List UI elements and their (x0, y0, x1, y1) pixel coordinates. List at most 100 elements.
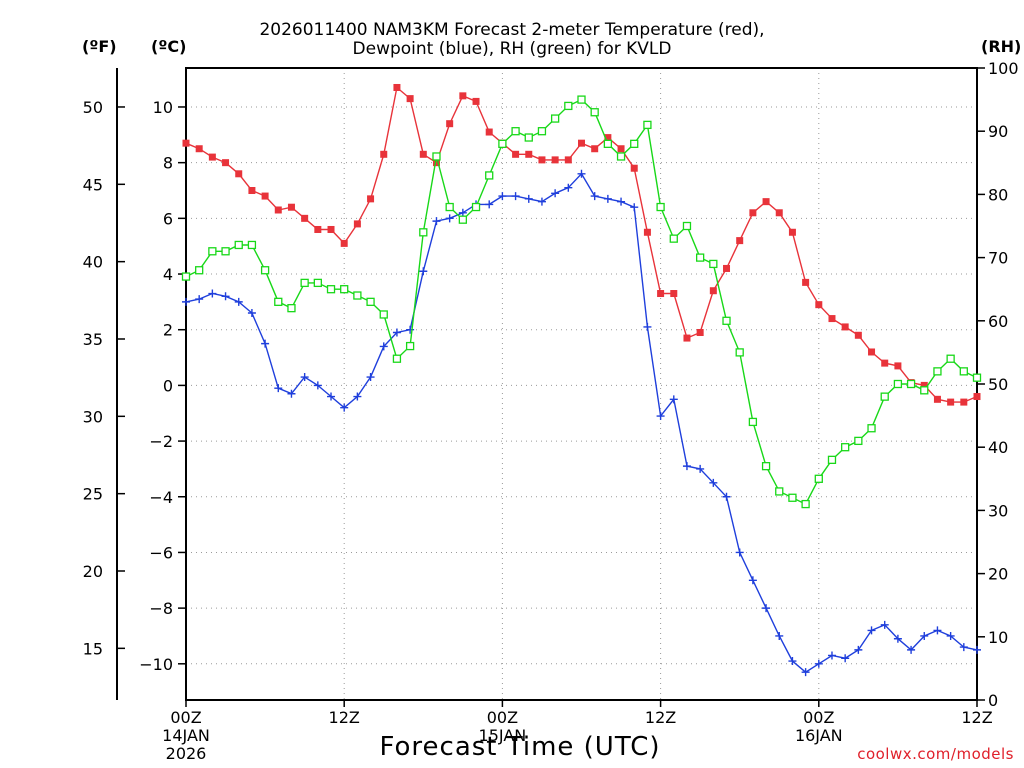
rh-tick-label: 50 (988, 375, 1008, 394)
relative-humidity-point (603, 139, 613, 148)
temperature-point (419, 150, 427, 158)
dewpoint-point (933, 626, 942, 635)
relative-humidity-point (656, 202, 665, 212)
fahrenheit-tick-label: 25 (83, 485, 103, 504)
dewpoint-point (458, 208, 467, 217)
relative-humidity-point (313, 278, 322, 288)
relative-humidity-point (748, 417, 758, 427)
relative-humidity-point (867, 424, 876, 433)
relative-humidity-point (735, 348, 744, 357)
temperature-point (248, 187, 256, 195)
fahrenheit-tick-label: 30 (83, 407, 103, 426)
relative-humidity-point (972, 373, 982, 382)
credit-link[interactable]: coolwx.com/models (857, 745, 1014, 763)
relative-humidity-point (353, 291, 362, 300)
dewpoint-point (590, 192, 599, 201)
dewpoint-point (182, 297, 190, 306)
dewpoint-point (432, 217, 441, 226)
time-tick-label: 00Z (487, 708, 518, 727)
relative-humidity-point (181, 272, 191, 281)
dewpoint-point (340, 403, 349, 412)
dewpoint-point (498, 192, 507, 201)
dewpoint-point (327, 392, 336, 401)
celsius-tick-label: 2 (163, 321, 173, 340)
temperature-point (208, 153, 216, 161)
relative-humidity-point (788, 493, 797, 502)
temperature-point (287, 203, 295, 211)
dewpoint-point (208, 289, 217, 298)
fahrenheit-tick-label: 45 (83, 175, 103, 194)
dewpoint-point (788, 657, 797, 666)
temperature-point (446, 120, 454, 128)
x-axis-title: Forecast Time (UTC) (379, 732, 661, 762)
rh-tick-label: 70 (988, 249, 1008, 268)
dewpoint-point (709, 478, 718, 487)
relative-humidity-point (841, 443, 850, 452)
relative-humidity-point (471, 202, 481, 212)
temperature-point (485, 128, 493, 136)
rh-tick-label: 20 (988, 565, 1008, 584)
temperature-point (538, 156, 546, 164)
temperature-point (960, 398, 968, 406)
temperature-point (604, 134, 612, 142)
time-tick-date: 16JAN (795, 726, 843, 745)
temperature-point (380, 150, 388, 158)
temperature-point (841, 323, 849, 331)
relative-humidity-point (537, 127, 547, 136)
temperature-point (709, 287, 717, 295)
temperature-point (617, 145, 625, 153)
dewpoint-point (379, 342, 388, 351)
relative-humidity-point (392, 354, 402, 363)
dewpoint-point (313, 381, 322, 390)
temperature-point (868, 348, 876, 356)
dewpoint-point (682, 462, 691, 471)
celsius-tick-label: 4 (163, 265, 173, 284)
dewpoint-point (762, 604, 771, 613)
relative-humidity-point (340, 285, 349, 294)
rh-tick-label: 100 (988, 59, 1019, 78)
dewpoint-point (656, 412, 665, 421)
fahrenheit-axis: 50 45 40 35 30 25 20 15 (83, 98, 125, 658)
dewpoint-point (722, 492, 731, 501)
relative-humidity-point (300, 278, 309, 288)
temperature-point (775, 209, 783, 217)
chart-title-line2: Dewpoint (blue), RH (green) for KVLD (352, 39, 672, 59)
time-tick-label: 00Z (803, 708, 834, 727)
rh-tick-label: 30 (988, 501, 1008, 520)
dewpoint-point (801, 668, 810, 677)
temperature-point (815, 301, 823, 309)
relative-humidity-point (511, 127, 520, 136)
temperature-point (802, 278, 810, 286)
relative-humidity-point (326, 285, 336, 294)
dewpoint-point (537, 197, 546, 206)
temperature-point (274, 206, 282, 214)
temperature-point (512, 150, 520, 158)
relative-humidity-point (616, 152, 626, 161)
fahrenheit-tick-label: 40 (83, 253, 103, 272)
dewpoint-point (419, 267, 428, 276)
relative-humidity-point (946, 354, 955, 363)
temperature-point (261, 192, 269, 200)
temperature-point (459, 92, 467, 100)
temperature-point (235, 170, 243, 178)
relative-humidity-point (247, 240, 257, 250)
relative-humidity-point (827, 455, 837, 464)
relative-humidity-point (775, 487, 784, 496)
relative-humidity-point (260, 266, 270, 275)
relative-humidity-point (669, 234, 678, 243)
dewpoint-point (893, 634, 902, 643)
relative-humidity-point (880, 392, 889, 401)
temperature-point (301, 214, 309, 222)
dewpoint-point (603, 194, 612, 203)
relative-humidity-point (630, 139, 639, 148)
temperature-line (185, 86, 978, 403)
time-tick-label: 00Z (170, 708, 201, 727)
fahrenheit-tick-label: 50 (83, 98, 103, 117)
relative-humidity-point (564, 101, 573, 111)
dewpoint-point (234, 297, 243, 306)
rh-tick-label: 40 (988, 438, 1008, 457)
relative-humidity-point (906, 379, 916, 389)
rh-tick-label: 10 (988, 628, 1008, 647)
